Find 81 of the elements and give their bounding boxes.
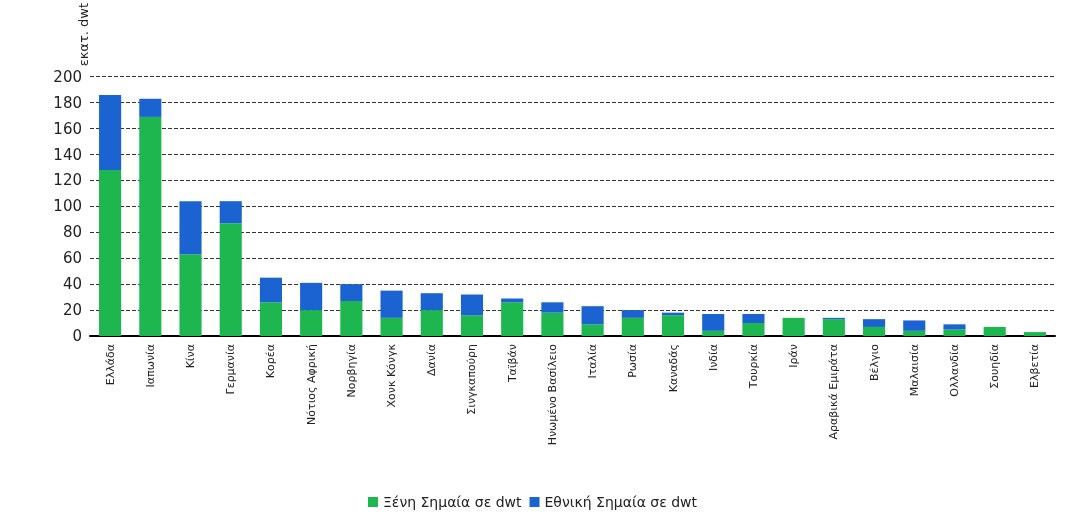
bar [541, 312, 564, 336]
bar [742, 313, 765, 324]
x-tick-label: Βέλγιο [867, 343, 881, 381]
bar [501, 298, 524, 303]
y-tick-label: 180 [53, 93, 82, 112]
bar [903, 320, 926, 331]
y-tick-label: 200 [53, 67, 82, 86]
bar [139, 116, 162, 336]
bar [259, 302, 282, 336]
bar [420, 293, 443, 311]
y-tick-label: 60 [62, 249, 82, 268]
bar [99, 94, 122, 171]
bar [742, 323, 765, 336]
legend-label: Εθνική Σημαία σε dwt [544, 494, 698, 510]
x-tick-label: Ιαπωνία [143, 344, 157, 388]
x-tick-label: Ινδία [706, 344, 720, 372]
x-tick-label: Μαλαισία [907, 344, 921, 397]
y-tick-label: 120 [53, 171, 82, 190]
x-tick-label: Σουηδία [988, 344, 1002, 389]
bar [340, 284, 363, 301]
x-tick-label: Ρωσία [626, 344, 640, 378]
bar [702, 330, 725, 336]
bar [380, 317, 403, 336]
x-tick-label: Γερμανία [224, 344, 238, 395]
y-tick-label: 20 [62, 301, 82, 320]
x-tick-label: Νορβηγία [344, 344, 358, 398]
x-tick-label: Ολλανδία [947, 344, 961, 397]
bar [621, 317, 644, 336]
x-tick-label: Χονκ Κόνγκ [385, 343, 399, 408]
x-tick-label: Σινγκαπούρη [465, 343, 479, 415]
bar [460, 294, 484, 316]
x-tick-label: Αραβικά Εμιράτα [827, 344, 841, 440]
bar [943, 329, 966, 336]
bar [340, 301, 363, 336]
bar [179, 201, 202, 255]
x-tick-label: Κορέα [264, 344, 278, 379]
bar [380, 290, 403, 318]
x-tick-label: Ηνωμένο Βασίλειο [545, 343, 559, 446]
bar [581, 306, 604, 325]
bar [903, 330, 926, 336]
bar [621, 310, 644, 318]
y-tick-label: 100 [53, 197, 82, 216]
bar [581, 324, 604, 336]
y-axis-title: εκατ. dwt [76, 3, 91, 67]
x-tick-label: Τουρκία [746, 344, 760, 390]
bar [782, 317, 805, 336]
x-tick-label: Ιράν [787, 344, 801, 368]
y-tick-label: 0 [72, 327, 82, 345]
x-tick-label: Ιταλία [586, 344, 600, 379]
x-tick-label: Καναδάς [666, 344, 680, 393]
x-tick-label: Ελλάδα [103, 344, 117, 386]
bar [983, 326, 1006, 336]
bar [822, 319, 845, 336]
y-tick-label: 140 [53, 145, 82, 164]
x-tick-label: Δανία [425, 344, 439, 376]
bar [863, 319, 886, 327]
bar [420, 310, 443, 336]
y-tick-label: 40 [62, 275, 82, 294]
bar [863, 326, 886, 336]
bar [501, 302, 524, 336]
bar [661, 315, 685, 336]
bar [139, 98, 162, 117]
y-tick-label: 80 [62, 223, 82, 242]
x-tick-label: Κίνα [184, 344, 198, 369]
legend-label: Ξένη Σημαία σε dwt [382, 494, 523, 510]
bar [179, 254, 202, 336]
bar [219, 201, 242, 224]
bar [300, 282, 323, 311]
bar [943, 324, 966, 330]
bar [219, 223, 242, 336]
bar [99, 170, 122, 336]
x-tick-label: Ελβετία [1028, 344, 1042, 389]
bar [541, 302, 564, 313]
bar [259, 277, 282, 303]
bar [460, 315, 484, 336]
x-tick-label: Ταϊβάν [505, 344, 519, 384]
bar [300, 310, 323, 336]
bar [1023, 332, 1046, 336]
bar [702, 313, 725, 331]
y-tick-label: 160 [53, 119, 82, 138]
x-tick-label: Νότιος Αφρική [304, 343, 318, 425]
